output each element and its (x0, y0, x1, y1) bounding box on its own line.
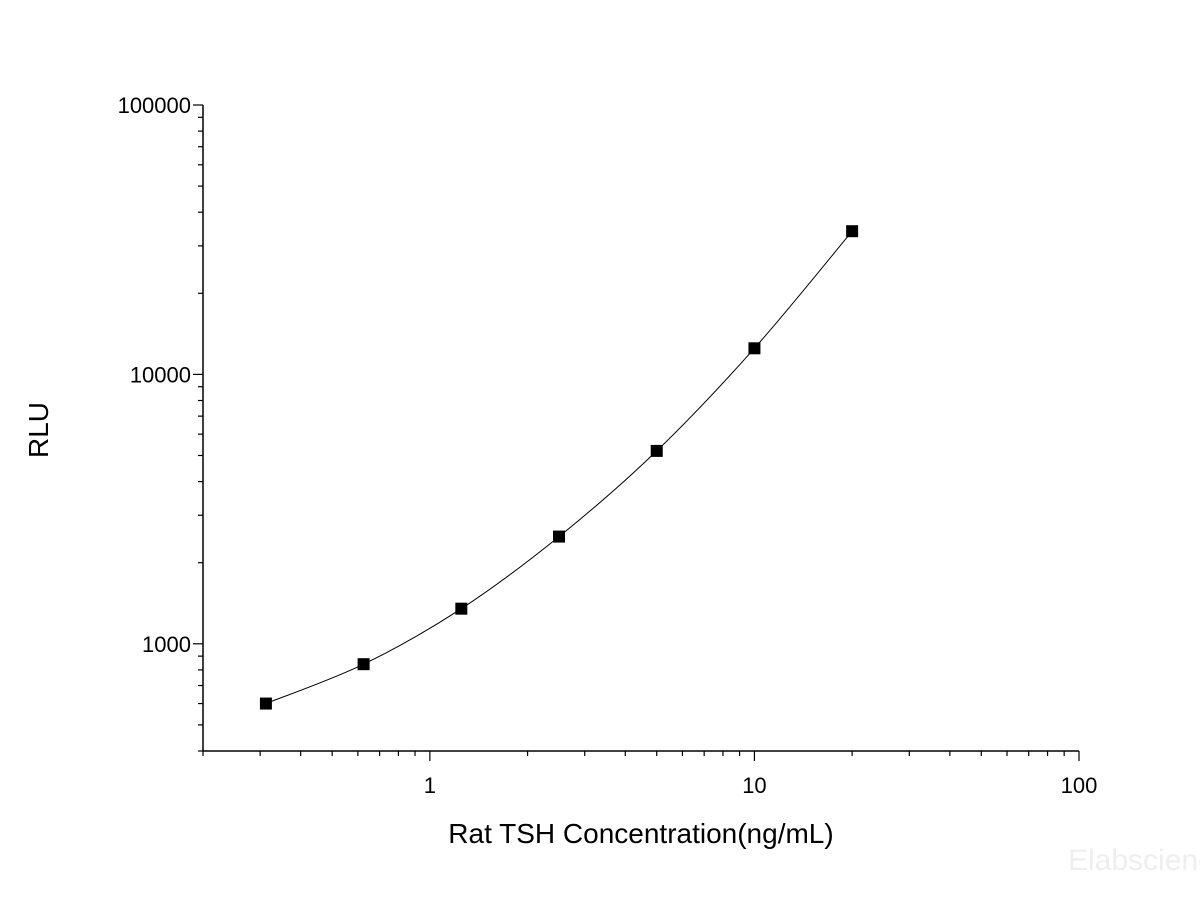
x-tick-label: 1 (424, 773, 436, 798)
watermark: Elabscience (1068, 844, 1200, 877)
data-point (259, 697, 272, 710)
x-tick-label: 10 (742, 773, 766, 798)
y-tick-label: 1000 (142, 632, 191, 657)
fit-curve (265, 230, 853, 705)
y-axis-title: RLU (23, 402, 54, 458)
axes (202, 105, 1079, 752)
data-point (650, 444, 663, 457)
data-points (259, 225, 859, 710)
data-point (455, 602, 468, 615)
tick-labels: 1 10 100 1000 10000 100000 (118, 93, 1098, 798)
data-point (846, 225, 859, 238)
data-point (357, 658, 370, 671)
y-tick-label: 100000 (118, 93, 191, 118)
y-tick-label: 10000 (130, 362, 191, 387)
data-point (748, 342, 761, 355)
x-axis-title: Rat TSH Concentration(ng/mL) (448, 818, 833, 849)
ticks (193, 104, 1080, 761)
data-point (553, 530, 566, 543)
x-tick-label: 100 (1061, 773, 1098, 798)
